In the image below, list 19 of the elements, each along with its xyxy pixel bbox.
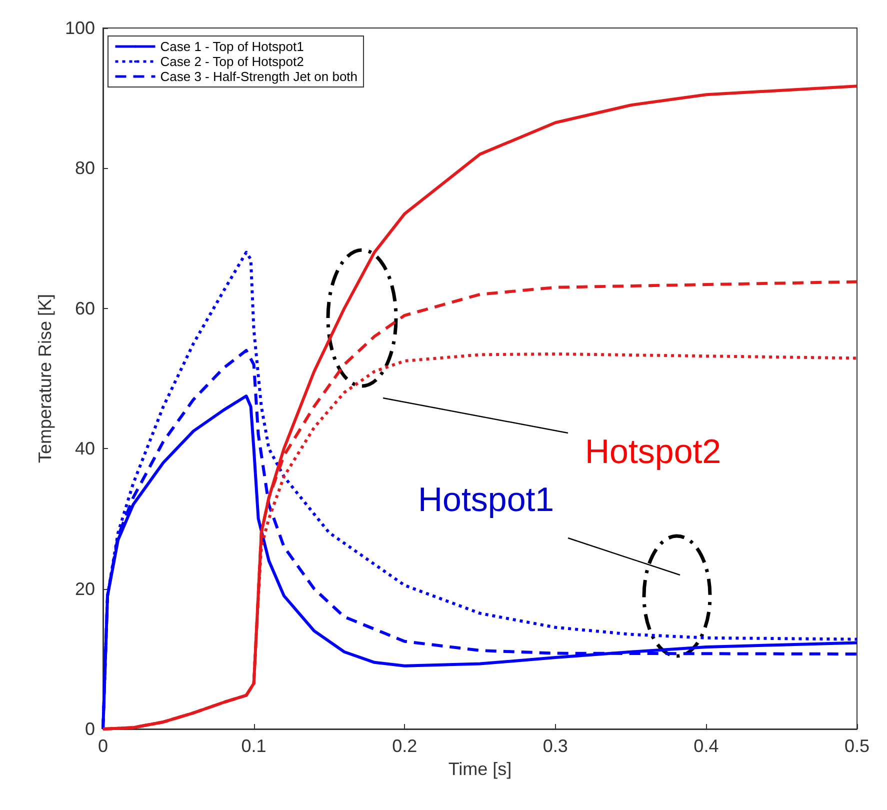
- x-tick-label: 0.5: [844, 736, 870, 756]
- x-tick-label: 0: [98, 736, 108, 756]
- y-tick-label: 0: [84, 719, 95, 739]
- x-tick-label: 0.2: [392, 736, 418, 756]
- x-tick-label: 0.1: [241, 736, 266, 756]
- legend-label: Case 1 - Top of Hotspot1: [160, 39, 304, 54]
- x-tick-label: 0.3: [542, 736, 568, 756]
- legend-label: Case 3 - Half-Strength Jet on both: [160, 69, 358, 84]
- x-axis-title: Time [s]: [448, 758, 512, 779]
- y-tick-label: 40: [74, 438, 95, 459]
- y-tick-label: 80: [74, 158, 95, 178]
- y-axis-title: Temperature Rise [K]: [35, 294, 56, 464]
- annotation: Hotspot2: [585, 433, 722, 471]
- legend-label: Case 2 - Top of Hotspot2: [160, 54, 304, 69]
- x-tick-label: 0.4: [694, 736, 719, 756]
- y-tick-label: 100: [64, 18, 95, 38]
- y-tick-label: 20: [74, 578, 95, 599]
- annotation: Hotspot1: [418, 481, 554, 519]
- y-tick-label: 60: [74, 298, 95, 318]
